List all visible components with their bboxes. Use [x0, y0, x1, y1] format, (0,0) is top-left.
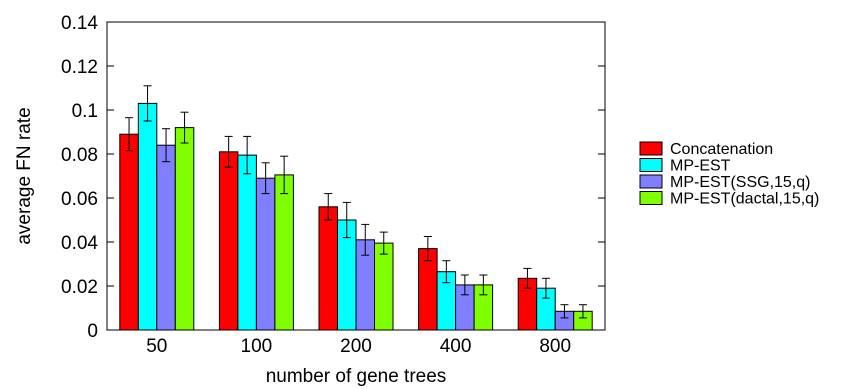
- x-tick-label: 400: [440, 336, 472, 357]
- legend-swatch: [639, 141, 663, 156]
- y-tick-label: 0.06: [61, 189, 98, 210]
- bar: [237, 154, 257, 331]
- bar: [218, 151, 239, 331]
- bar: [137, 102, 158, 331]
- y-tick-label: 0.14: [61, 13, 98, 34]
- legend-swatch: [639, 174, 663, 189]
- legend-label: Concatenation: [670, 141, 773, 158]
- legend: ConcatenationMP-ESTMP-EST(SSG,15,q)MP-ES…: [639, 141, 819, 208]
- legend-swatch: [639, 191, 663, 205]
- bar: [318, 206, 338, 331]
- y-tick-label: 0: [87, 321, 98, 342]
- y-tick-label: 0.1: [72, 101, 98, 122]
- legend-label: MP-EST(SSG,15,q): [670, 174, 810, 191]
- y-tick-label: 0.08: [61, 145, 98, 166]
- legend-swatch: [639, 158, 663, 172]
- y-tick-label: 0.12: [61, 57, 98, 78]
- y-tick-label: 0.02: [61, 277, 98, 298]
- plot-frame: [106, 21, 606, 331]
- x-axis-ticks: 50 100 200 400 800: [146, 336, 571, 357]
- bar: [255, 177, 276, 331]
- y-tick-label: 0.04: [61, 233, 98, 254]
- x-axis-label: number of gene trees: [266, 366, 447, 387]
- bar: [174, 127, 195, 331]
- x-tick-label: 50: [146, 336, 167, 357]
- bar: [274, 174, 294, 331]
- legend-label: MP-EST(dactal,15,q): [670, 191, 819, 208]
- bar: [156, 144, 176, 331]
- x-tick-label: 800: [539, 336, 571, 357]
- y-axis-label: average FN rate: [14, 107, 35, 244]
- bar: [374, 242, 394, 331]
- x-tick-label: 100: [241, 336, 273, 357]
- legend-label: MP-EST: [670, 158, 731, 175]
- x-tick-label: 200: [340, 336, 372, 357]
- bar: [119, 133, 139, 331]
- error-bars: [125, 85, 587, 319]
- y-axis-ticks: 0 0.02 0.04 0.06 0.08 0.1 0.12 0.14: [61, 13, 605, 342]
- bars: [119, 102, 593, 331]
